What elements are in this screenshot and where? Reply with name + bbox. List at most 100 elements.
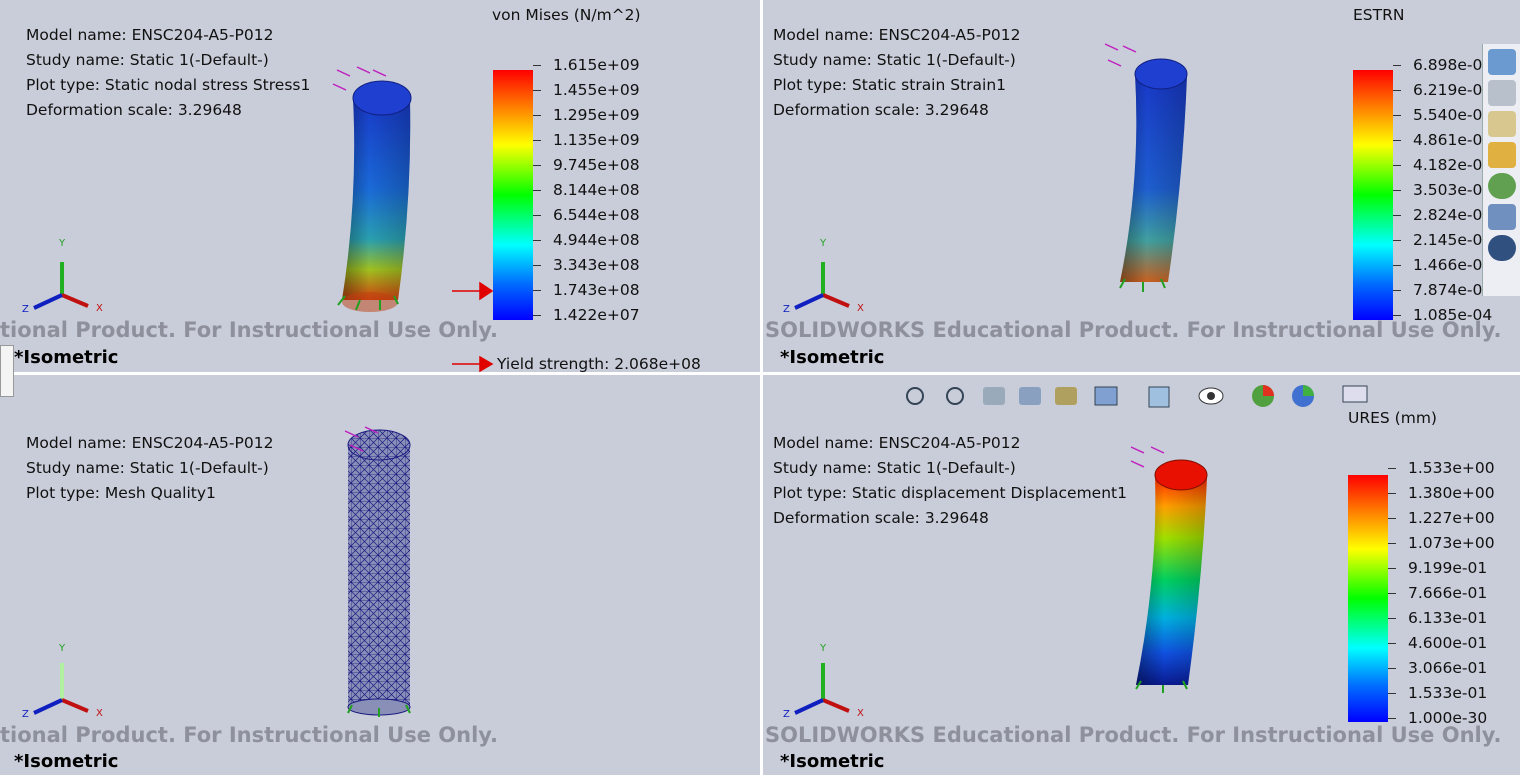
legend-label: 8.144e+08 bbox=[553, 181, 640, 199]
toolbar[interactable] bbox=[906, 385, 1368, 408]
legend-label: 9.199e-01 bbox=[1408, 559, 1488, 577]
legend-title: ESTRN bbox=[1353, 6, 1405, 24]
info-line: Model name: ENSC204-A5-P012 bbox=[26, 26, 274, 44]
displacement-model bbox=[794, 385, 1368, 715]
axis-label: Z bbox=[783, 709, 790, 720]
axis-label: Z bbox=[22, 709, 29, 720]
stress-model bbox=[33, 66, 494, 372]
legend-tick bbox=[533, 165, 541, 166]
legend-label: 3.503e-0 bbox=[1413, 181, 1483, 199]
legend-label: 4.182e-0 bbox=[1413, 156, 1483, 174]
legend-label: 1.533e-01 bbox=[1408, 684, 1488, 702]
axis-label: Z bbox=[22, 304, 29, 315]
legend-tick bbox=[1388, 643, 1396, 644]
legend-label: 1.466e-0 bbox=[1413, 256, 1483, 274]
legend-label: 6.544e+08 bbox=[553, 206, 640, 224]
view-label: *Isometric bbox=[780, 347, 885, 368]
legend-label: 1.455e+09 bbox=[553, 81, 640, 99]
legend-tick bbox=[1388, 493, 1396, 494]
axis-label: X bbox=[96, 708, 103, 719]
legend-tick bbox=[533, 90, 541, 91]
legend-label: 1.743e+08 bbox=[553, 281, 640, 299]
view-label: *Isometric bbox=[780, 751, 885, 772]
legend-tick bbox=[1388, 668, 1396, 669]
legend-tick bbox=[1393, 290, 1401, 291]
axis-label: X bbox=[857, 303, 864, 314]
properties-tab[interactable] bbox=[1488, 204, 1516, 230]
info-line: Plot type: Mesh Quality1 bbox=[26, 484, 216, 502]
legend-tick bbox=[1388, 618, 1396, 619]
info-line: Study name: Static 1(-Default-) bbox=[26, 459, 269, 477]
legend-tick bbox=[533, 290, 541, 291]
file-tab[interactable] bbox=[1488, 111, 1516, 137]
legend-tick bbox=[533, 115, 541, 116]
legend-label: 1.615e+09 bbox=[553, 56, 640, 74]
appearance-tab[interactable] bbox=[1488, 173, 1516, 199]
legend-label: 1.000e-30 bbox=[1408, 709, 1488, 727]
legend-label: 4.600e-01 bbox=[1408, 634, 1488, 652]
watermark: tional Product. For Instructional Use On… bbox=[0, 723, 499, 747]
legend-tick bbox=[1388, 518, 1396, 519]
mesh-model bbox=[33, 426, 411, 717]
legend-label: 3.343e+08 bbox=[553, 256, 640, 274]
color-bar bbox=[1353, 70, 1393, 320]
view-label: *Isometric bbox=[14, 751, 119, 772]
legend-tick bbox=[1393, 240, 1401, 241]
legend-label: 7.666e-01 bbox=[1408, 584, 1488, 602]
legend-tick bbox=[1393, 165, 1401, 166]
legend-label: 6.898e-0 bbox=[1413, 56, 1483, 74]
legend-label: 1.227e+00 bbox=[1408, 509, 1495, 527]
axis-label: Y bbox=[59, 238, 66, 249]
legend-label: 1.135e+09 bbox=[553, 131, 640, 149]
info-line: Plot type: Static strain Strain1 bbox=[773, 76, 1007, 94]
watermark: SOLIDWORKS Educational Product. For Inst… bbox=[765, 318, 1502, 342]
axis-label: X bbox=[96, 303, 103, 314]
legend-tick bbox=[1393, 140, 1401, 141]
view-label: *Isometric bbox=[14, 347, 119, 368]
palette-tab[interactable] bbox=[1488, 142, 1516, 168]
viewport-stress[interactable]: Model name: ENSC204-A5-P012 Study name: … bbox=[0, 0, 760, 372]
axis-label: Z bbox=[783, 304, 790, 315]
info-line: Model name: ENSC204-A5-P012 bbox=[773, 26, 1021, 44]
info-line: Deformation scale: 3.29648 bbox=[26, 101, 242, 119]
legend-label: 4.944e+08 bbox=[553, 231, 640, 249]
legend-tick bbox=[533, 140, 541, 141]
legend-tick bbox=[1393, 215, 1401, 216]
viewport-displacement[interactable]: Model name: ENSC204-A5-P012 Study name: … bbox=[763, 375, 1520, 775]
legend-tick bbox=[1388, 693, 1396, 694]
info-line: Study name: Static 1(-Default-) bbox=[26, 51, 269, 69]
legend-tick bbox=[1388, 568, 1396, 569]
task-pane-tabs bbox=[1482, 44, 1520, 296]
info-line: Plot type: Static displacement Displacem… bbox=[773, 484, 1127, 502]
legend-label: 1.380e+00 bbox=[1408, 484, 1495, 502]
legend-tick bbox=[1388, 468, 1396, 469]
info-line: Study name: Static 1(-Default-) bbox=[773, 51, 1016, 69]
legend-label: 5.540e-0 bbox=[1413, 106, 1483, 124]
splitter-handle[interactable] bbox=[0, 345, 14, 397]
info-line: Deformation scale: 3.29648 bbox=[773, 509, 989, 527]
legend-tick bbox=[533, 190, 541, 191]
legend-tick bbox=[1393, 265, 1401, 266]
info-line: Plot type: Static nodal stress Stress1 bbox=[26, 76, 311, 94]
library-tab[interactable] bbox=[1488, 80, 1516, 106]
viewport-strain[interactable]: Model name: ENSC204-A5-P012 Study name: … bbox=[763, 0, 1520, 372]
legend-tick bbox=[1388, 718, 1396, 719]
home-tab[interactable] bbox=[1488, 49, 1516, 75]
legend-label: 6.133e-01 bbox=[1408, 609, 1488, 627]
legend-label: 4.861e-0 bbox=[1413, 131, 1483, 149]
legend-tick bbox=[1393, 315, 1401, 316]
watermark: SOLIDWORKS Educational Product. For Inst… bbox=[765, 723, 1502, 747]
legend-label: 1.085e-04 bbox=[1413, 306, 1493, 324]
legend-tick bbox=[533, 215, 541, 216]
legend-label: 2.145e-0 bbox=[1413, 231, 1483, 249]
watermark: tional Product. For Instructional Use On… bbox=[0, 318, 499, 342]
axis-label: Y bbox=[820, 643, 827, 654]
legend-tick bbox=[533, 265, 541, 266]
legend-label: 1.533e+00 bbox=[1408, 459, 1495, 477]
legend-tick bbox=[533, 65, 541, 66]
viewport-mesh[interactable]: Model name: ENSC204-A5-P012 Study name: … bbox=[0, 375, 760, 775]
info-line: Model name: ENSC204-A5-P012 bbox=[26, 434, 274, 452]
forum-tab[interactable] bbox=[1488, 235, 1516, 261]
color-bar bbox=[1348, 475, 1388, 722]
